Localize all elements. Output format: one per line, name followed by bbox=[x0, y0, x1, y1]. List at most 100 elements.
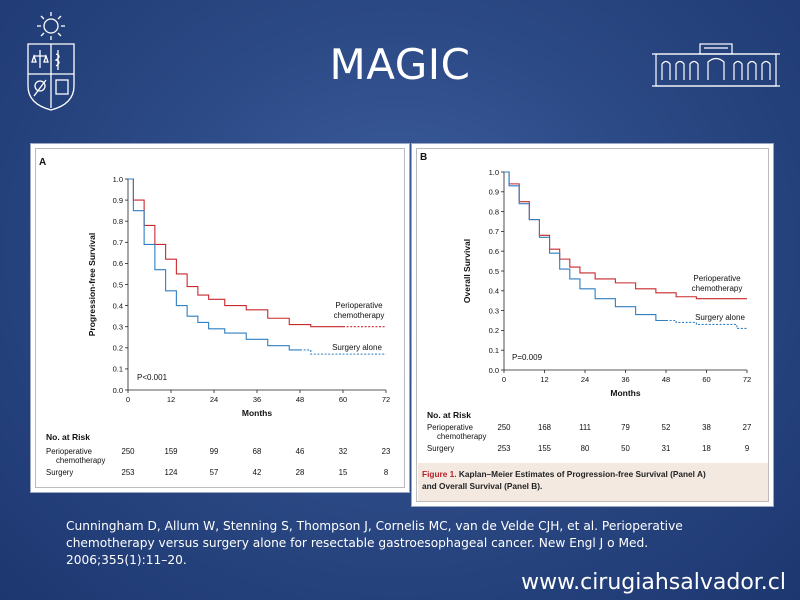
risk-value: 32 bbox=[339, 447, 348, 456]
x-tick-label: 12 bbox=[167, 395, 175, 404]
x-axis-title: Months bbox=[242, 408, 272, 418]
y-tick-label: 0.9 bbox=[489, 188, 499, 197]
y-tick-label: 0.4 bbox=[113, 301, 123, 310]
risk-value: 46 bbox=[296, 447, 305, 456]
x-tick-label: 12 bbox=[540, 375, 548, 384]
risk-value: 250 bbox=[497, 423, 511, 432]
risk-value: 31 bbox=[662, 444, 671, 453]
y-tick-label: 0.6 bbox=[489, 247, 499, 256]
series-label: Perioperative bbox=[693, 274, 741, 283]
x-tick-label: 60 bbox=[702, 375, 710, 384]
y-tick-label: 0.8 bbox=[489, 207, 499, 216]
y-tick-label: 0.5 bbox=[489, 267, 499, 276]
y-axis-title: Overall Survival bbox=[462, 239, 472, 303]
risk-value: 52 bbox=[662, 423, 671, 432]
citation-text: Cunningham D, Allum W, Stenning S, Thomp… bbox=[66, 519, 683, 567]
figure-caption-label: Figure 1. bbox=[422, 469, 459, 479]
risk-value: 250 bbox=[121, 447, 135, 456]
risk-value: 124 bbox=[164, 468, 178, 477]
y-tick-label: 0.7 bbox=[113, 238, 123, 247]
x-tick-label: 72 bbox=[382, 395, 390, 404]
panel-label: B bbox=[420, 152, 427, 163]
series-label: Surgery alone bbox=[695, 313, 745, 322]
caption-background bbox=[418, 463, 768, 501]
building-logo bbox=[652, 40, 780, 90]
website-url: www.cirugiahsalvador.cl bbox=[521, 570, 786, 595]
risk-value: 159 bbox=[164, 447, 177, 456]
risk-row-label: Surgery bbox=[427, 444, 454, 453]
risk-table-title: No. at Risk bbox=[46, 432, 90, 442]
slide-title: MAGIC bbox=[329, 40, 471, 89]
x-tick-label: 0 bbox=[502, 375, 506, 384]
panel-b-overall-survival: B 0.0 0.1 0.2 0.3 0.4 0.5 0.6 0.7 0.8 0.9 1.0 0 12 24 3… bbox=[411, 143, 774, 507]
building-facade-icon bbox=[652, 43, 780, 87]
risk-value: 28 bbox=[296, 468, 305, 477]
risk-table-title: No. at Risk bbox=[427, 410, 471, 420]
risk-value: 23 bbox=[382, 447, 391, 456]
x-tick-label: 72 bbox=[743, 375, 751, 384]
risk-value: 168 bbox=[538, 423, 551, 432]
x-tick-label: 36 bbox=[253, 395, 261, 404]
y-tick-label: 0.4 bbox=[489, 287, 499, 296]
figure-caption-line2: and Overall Survival (Panel B). bbox=[422, 481, 542, 491]
y-axis-title: Progression-free Survival bbox=[87, 233, 97, 336]
figure-caption-text: Kaplan–Meier Estimates of Progression-fr… bbox=[459, 469, 706, 479]
panel-a-progression-free-survival: A 0.0 0.1 0.2 0.3 0.4 0.5 0.6 0.7 0.8 0.9 1.0 0 12 24 3… bbox=[30, 143, 410, 493]
x-axis-title: Months bbox=[610, 388, 640, 398]
km-curve-chemotherapy bbox=[128, 178, 343, 328]
risk-value: 155 bbox=[538, 444, 552, 453]
p-value-annotation: P<0.001 bbox=[137, 373, 168, 382]
risk-row-label: Perioperative bbox=[46, 447, 92, 456]
risk-value: 42 bbox=[253, 468, 262, 477]
y-tick-label: 0.3 bbox=[113, 323, 123, 332]
y-tick-label: 1.0 bbox=[489, 168, 499, 177]
risk-row-label: chemotherapy bbox=[437, 432, 487, 441]
panel-a-frame bbox=[35, 148, 405, 488]
km-curve-surgery bbox=[128, 178, 300, 351]
y-tick-label: 0.1 bbox=[113, 365, 123, 374]
y-tick-label: 0.0 bbox=[113, 386, 123, 395]
risk-row-label: chemotherapy bbox=[56, 456, 106, 465]
series-label: chemotherapy bbox=[334, 311, 385, 320]
risk-value: 38 bbox=[702, 423, 711, 432]
risk-value: 68 bbox=[253, 447, 262, 456]
panel-b-frame bbox=[416, 148, 769, 502]
risk-value: 99 bbox=[210, 447, 219, 456]
km-curve-surgery bbox=[504, 171, 666, 322]
y-tick-label: 0.0 bbox=[489, 366, 499, 375]
risk-value: 79 bbox=[621, 423, 630, 432]
risk-value: 253 bbox=[121, 468, 134, 477]
risk-value: 27 bbox=[743, 423, 752, 432]
risk-value: 15 bbox=[339, 468, 348, 477]
risk-value: 57 bbox=[210, 468, 219, 477]
y-tick-label: 0.8 bbox=[113, 217, 123, 226]
x-tick-label: 48 bbox=[296, 395, 304, 404]
y-tick-label: 0.2 bbox=[113, 344, 123, 353]
x-tick-label: 24 bbox=[210, 395, 218, 404]
panel-label: A bbox=[39, 157, 46, 168]
x-tick-label: 24 bbox=[581, 375, 589, 384]
km-curve-tail-surgery bbox=[666, 319, 747, 329]
x-tick-label: 60 bbox=[339, 395, 347, 404]
y-tick-label: 0.3 bbox=[489, 306, 499, 315]
y-tick-label: 0.7 bbox=[489, 227, 499, 236]
risk-value: 18 bbox=[702, 444, 711, 453]
series-label: Surgery alone bbox=[332, 343, 382, 352]
x-tick-label: 36 bbox=[621, 375, 629, 384]
x-tick-label: 48 bbox=[662, 375, 670, 384]
risk-value: 253 bbox=[497, 444, 510, 453]
x-tick-label: 0 bbox=[126, 395, 130, 404]
risk-value: 8 bbox=[384, 468, 388, 477]
y-tick-label: 0.6 bbox=[113, 259, 123, 268]
series-label: Perioperative bbox=[335, 301, 383, 310]
risk-value: 9 bbox=[745, 444, 749, 453]
risk-value: 50 bbox=[621, 444, 630, 453]
p-value-annotation: P=0.009 bbox=[512, 353, 543, 362]
series-label: chemotherapy bbox=[692, 284, 743, 293]
university-seal-logo bbox=[22, 8, 80, 112]
y-tick-label: 0.1 bbox=[489, 346, 499, 355]
y-tick-label: 1.0 bbox=[113, 175, 123, 184]
y-tick-label: 0.9 bbox=[113, 196, 123, 205]
figure-caption-line1: Figure 1. Kaplan–Meier Estimates of Prog… bbox=[422, 469, 706, 479]
y-tick-label: 0.2 bbox=[489, 326, 499, 335]
